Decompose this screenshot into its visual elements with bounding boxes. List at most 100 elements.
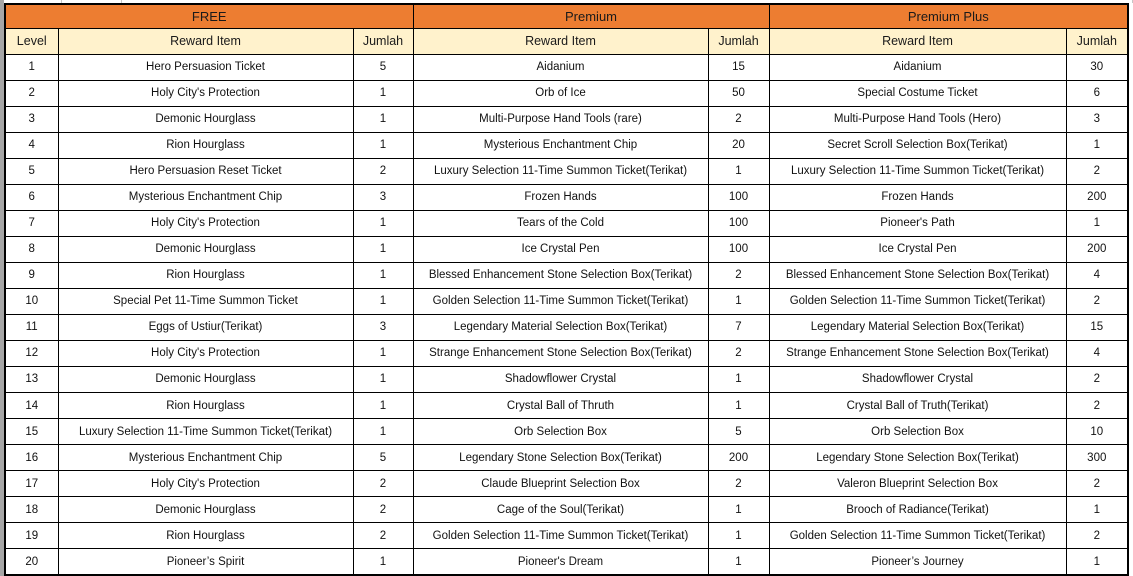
jumlah-cell[interactable]: 1 bbox=[707, 391, 770, 420]
jumlah-cell[interactable]: 1 bbox=[707, 157, 770, 185]
section-header-free[interactable]: FREE bbox=[4, 3, 414, 29]
reward-item-cell[interactable]: Pioneer’s Journey bbox=[768, 548, 1067, 576]
reward-item-cell[interactable]: Holy City's Protection bbox=[57, 339, 354, 367]
jumlah-cell[interactable]: 100 bbox=[707, 235, 770, 263]
jumlah-cell[interactable]: 2 bbox=[707, 261, 770, 289]
jumlah-cell[interactable]: 2 bbox=[352, 157, 414, 185]
jumlah-cell[interactable]: 200 bbox=[707, 444, 770, 472]
level-cell[interactable]: 20 bbox=[4, 548, 59, 576]
reward-item-cell[interactable]: Pioneer's Path bbox=[768, 209, 1067, 237]
jumlah-cell[interactable]: 1 bbox=[352, 339, 414, 367]
jumlah-cell[interactable]: 2 bbox=[1065, 287, 1129, 315]
reward-item-cell[interactable]: Crystal Ball of Truth(Terikat) bbox=[768, 391, 1067, 420]
jumlah-cell[interactable]: 6 bbox=[1065, 79, 1129, 107]
reward-item-cell[interactable]: Multi-Purpose Hand Tools (Hero) bbox=[768, 105, 1067, 133]
level-cell[interactable]: 14 bbox=[4, 391, 59, 420]
reward-item-cell[interactable]: Demonic Hourglass bbox=[57, 365, 354, 393]
reward-item-cell[interactable]: Demonic Hourglass bbox=[57, 496, 354, 524]
jumlah-cell[interactable]: 2 bbox=[1065, 365, 1129, 393]
reward-item-cell[interactable]: Crystal Ball of Thruth bbox=[412, 391, 709, 420]
level-cell[interactable]: 2 bbox=[4, 79, 59, 107]
reward-item-cell[interactable]: Secret Scroll Selection Box(Terikat) bbox=[768, 131, 1067, 159]
section-header-premium[interactable]: Premium bbox=[412, 3, 770, 29]
jumlah-cell[interactable]: 1 bbox=[707, 522, 770, 550]
reward-item-header-premium[interactable]: Reward Item bbox=[412, 27, 709, 55]
reward-item-cell[interactable]: Claude Blueprint Selection Box bbox=[412, 470, 709, 498]
jumlah-cell[interactable]: 100 bbox=[707, 183, 770, 211]
jumlah-header-premium[interactable]: Jumlah bbox=[707, 27, 770, 55]
jumlah-cell[interactable]: 2 bbox=[1065, 522, 1129, 550]
reward-item-cell[interactable]: Pioneer's Dream bbox=[412, 548, 709, 576]
reward-item-cell[interactable]: Aidanium bbox=[412, 53, 709, 81]
level-header[interactable]: Level bbox=[4, 27, 59, 55]
reward-item-cell[interactable]: Special Pet 11-Time Summon Ticket bbox=[57, 287, 354, 315]
jumlah-cell[interactable]: 2 bbox=[352, 496, 414, 524]
level-cell[interactable]: 5 bbox=[4, 157, 59, 185]
jumlah-cell[interactable]: 1 bbox=[352, 391, 414, 420]
jumlah-cell[interactable]: 2 bbox=[352, 522, 414, 550]
reward-item-cell[interactable]: Legendary Material Selection Box(Terikat… bbox=[412, 313, 709, 341]
reward-item-cell[interactable]: Hero Persuasion Ticket bbox=[57, 53, 354, 81]
reward-item-cell[interactable]: Golden Selection 11-Time Summon Ticket(T… bbox=[412, 287, 709, 315]
jumlah-cell[interactable]: 50 bbox=[707, 79, 770, 107]
jumlah-cell[interactable]: 2 bbox=[707, 105, 770, 133]
reward-item-cell[interactable]: Pioneer’s Spirit bbox=[57, 548, 354, 576]
reward-item-cell[interactable]: Special Costume Ticket bbox=[768, 79, 1067, 107]
reward-item-cell[interactable]: Orb of Ice bbox=[412, 79, 709, 107]
jumlah-cell[interactable]: 2 bbox=[1065, 391, 1129, 420]
reward-item-header-premium-plus[interactable]: Reward Item bbox=[768, 27, 1067, 55]
reward-item-cell[interactable]: Demonic Hourglass bbox=[57, 235, 354, 263]
level-cell[interactable]: 12 bbox=[4, 339, 59, 367]
jumlah-cell[interactable]: 200 bbox=[1065, 183, 1129, 211]
level-cell[interactable]: 8 bbox=[4, 235, 59, 263]
reward-item-cell[interactable]: Ice Crystal Pen bbox=[768, 235, 1067, 263]
jumlah-cell[interactable]: 2 bbox=[707, 339, 770, 367]
jumlah-cell[interactable]: 1 bbox=[1065, 548, 1129, 576]
level-cell[interactable]: 6 bbox=[4, 183, 59, 211]
jumlah-cell[interactable]: 1 bbox=[1065, 209, 1129, 237]
reward-item-cell[interactable]: Blessed Enhancement Stone Selection Box(… bbox=[768, 261, 1067, 289]
jumlah-cell[interactable]: 100 bbox=[707, 209, 770, 237]
reward-item-cell[interactable]: Holy City's Protection bbox=[57, 209, 354, 237]
jumlah-cell[interactable]: 3 bbox=[352, 313, 414, 341]
reward-item-cell[interactable]: Luxury Selection 11-Time Summon Ticket(T… bbox=[412, 157, 709, 185]
level-cell[interactable]: 11 bbox=[4, 313, 59, 341]
reward-item-cell[interactable]: Eggs of Ustiur(Terikat) bbox=[57, 313, 354, 341]
reward-item-cell[interactable]: Mysterious Enchantment Chip bbox=[57, 444, 354, 472]
reward-item-cell[interactable]: Mysterious Enchantment Chip bbox=[57, 183, 354, 211]
reward-item-cell[interactable]: Aidanium bbox=[768, 53, 1067, 81]
level-cell[interactable]: 13 bbox=[4, 365, 59, 393]
reward-item-cell[interactable]: Brooch of Radiance(Terikat) bbox=[768, 496, 1067, 524]
reward-item-cell[interactable]: Valeron Blueprint Selection Box bbox=[768, 470, 1067, 498]
jumlah-cell[interactable]: 2 bbox=[1065, 157, 1129, 185]
jumlah-cell[interactable]: 1 bbox=[352, 261, 414, 289]
reward-item-cell[interactable]: Hero Persuasion Reset Ticket bbox=[57, 157, 354, 185]
section-header-premium-plus[interactable]: Premium Plus bbox=[768, 3, 1129, 29]
reward-item-cell[interactable]: Orb Selection Box bbox=[412, 418, 709, 446]
reward-item-cell[interactable]: Mysterious Enchantment Chip bbox=[412, 131, 709, 159]
reward-item-cell[interactable]: Golden Selection 11-Time Summon Ticket(T… bbox=[768, 287, 1067, 315]
reward-item-cell[interactable]: Holy City's Protection bbox=[57, 79, 354, 107]
jumlah-cell[interactable]: 15 bbox=[707, 53, 770, 81]
jumlah-cell[interactable]: 200 bbox=[1065, 235, 1129, 263]
reward-item-cell[interactable]: Luxury Selection 11-Time Summon Ticket(T… bbox=[768, 157, 1067, 185]
level-cell[interactable]: 17 bbox=[4, 470, 59, 498]
jumlah-cell[interactable]: 1 bbox=[707, 365, 770, 393]
jumlah-cell[interactable]: 5 bbox=[352, 444, 414, 472]
jumlah-cell[interactable]: 7 bbox=[707, 313, 770, 341]
level-cell[interactable]: 16 bbox=[4, 444, 59, 472]
level-cell[interactable]: 9 bbox=[4, 261, 59, 289]
reward-item-cell[interactable]: Rion Hourglass bbox=[57, 391, 354, 420]
reward-item-cell[interactable]: Luxury Selection 11-Time Summon Ticket(T… bbox=[57, 418, 354, 446]
reward-item-cell[interactable]: Golden Selection 11-Time Summon Ticket(T… bbox=[768, 522, 1067, 550]
jumlah-cell[interactable]: 1 bbox=[352, 548, 414, 576]
reward-item-cell[interactable]: Holy City's Protection bbox=[57, 470, 354, 498]
jumlah-cell[interactable]: 1 bbox=[707, 496, 770, 524]
jumlah-cell[interactable]: 2 bbox=[352, 470, 414, 498]
reward-item-cell[interactable]: Rion Hourglass bbox=[57, 522, 354, 550]
reward-item-cell[interactable]: Shadowflower Crystal bbox=[412, 365, 709, 393]
jumlah-cell[interactable]: 300 bbox=[1065, 444, 1129, 472]
level-cell[interactable]: 18 bbox=[4, 496, 59, 524]
reward-item-cell[interactable]: Strange Enhancement Stone Selection Box(… bbox=[768, 339, 1067, 367]
reward-item-cell[interactable]: Orb Selection Box bbox=[768, 418, 1067, 446]
